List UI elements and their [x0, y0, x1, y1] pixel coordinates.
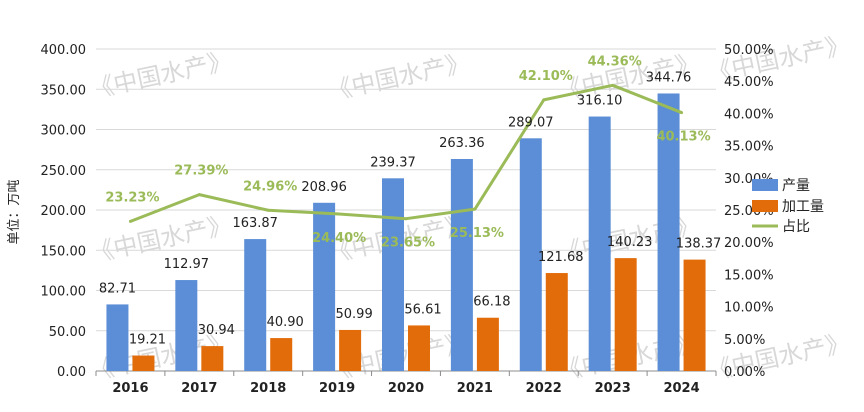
share-point — [197, 193, 201, 197]
bar-processing-2021 — [476, 317, 499, 371]
data-label-output: 163.87 — [232, 216, 278, 231]
y-tick-label: 200.00 — [41, 204, 87, 219]
share-point — [542, 98, 546, 102]
grid-layer — [96, 48, 716, 372]
x-tick-label: 2016 — [112, 381, 148, 396]
y2-tick-label: 50.00% — [724, 43, 774, 58]
bar-processing-2018 — [270, 338, 293, 371]
legend-swatch-output — [752, 179, 778, 191]
y-tick-label: 300.00 — [41, 124, 87, 139]
data-label-output: 263.36 — [439, 136, 485, 151]
y-tick-label: 400.00 — [41, 43, 87, 58]
data-label-share: 40.13% — [656, 130, 710, 145]
data-label-processing: 140.23 — [607, 235, 653, 250]
data-label-processing: 121.68 — [538, 250, 584, 265]
y-tick-label: 50.00 — [49, 325, 86, 340]
x-tick-label: 2018 — [250, 381, 286, 396]
bar-processing-2023 — [614, 258, 637, 371]
legend-swatch-processing — [752, 200, 778, 212]
data-label-share: 27.39% — [174, 164, 228, 179]
bar-output-2017 — [175, 280, 198, 371]
share-point — [611, 83, 615, 87]
y2-tick-label: 10.00% — [724, 301, 774, 316]
data-label-share: 24.40% — [312, 231, 366, 246]
bar-output-2024 — [657, 93, 680, 371]
watermark-text: 《中国水产》 — [87, 211, 234, 268]
data-label-output: 344.76 — [646, 70, 692, 85]
share-point — [335, 212, 339, 216]
share-point — [680, 111, 684, 115]
data-label-processing: 56.61 — [404, 302, 441, 317]
watermark-text: 《中国水产》 — [325, 49, 472, 106]
bar-processing-2017 — [201, 346, 224, 371]
x-tick-label: 2024 — [663, 381, 699, 396]
y-tick-label: 150.00 — [41, 244, 87, 259]
data-label-processing: 66.18 — [473, 295, 510, 310]
data-label-share: 23.65% — [381, 236, 435, 251]
x-tick-label: 2020 — [388, 381, 424, 396]
y2-tick-label: 0.00% — [724, 365, 765, 380]
data-label-share: 25.13% — [450, 226, 504, 241]
data-label-output: 289.07 — [508, 115, 554, 130]
y2-tick-label: 40.00% — [724, 107, 774, 122]
share-point — [404, 217, 408, 221]
y2-tick-label: 20.00% — [724, 236, 774, 251]
data-label-share: 23.23% — [105, 190, 159, 205]
bar-layer — [106, 93, 706, 372]
y-tick-label: 0.00 — [57, 365, 86, 380]
data-label-processing: 138.37 — [676, 237, 722, 252]
bar-output-2023 — [588, 116, 611, 372]
legend-label-output: 产量 — [782, 178, 810, 194]
data-label-processing: 50.99 — [336, 307, 373, 322]
label-layer: 82.71 19.21 112.97 30.94 163.87 40.90 208.96 50… — [99, 54, 721, 347]
line-layer — [128, 83, 684, 223]
data-label-output: 112.97 — [164, 257, 210, 272]
legend-label-processing: 加工量 — [782, 199, 824, 215]
y-axis-label: 单位：万吨 — [7, 179, 22, 244]
axis-layer: 0.00 50.00 100.00 150.00 200.00 250.00 300.00 3… — [41, 43, 774, 396]
bar-processing-2020 — [408, 325, 430, 371]
share-point — [128, 219, 132, 223]
x-tick-label: 2019 — [319, 381, 355, 396]
share-point — [266, 208, 270, 212]
y-tick-label: 350.00 — [41, 83, 87, 98]
bar-output-2019 — [313, 202, 336, 371]
x-tick-label: 2023 — [595, 381, 631, 396]
bar-output-2016 — [106, 304, 129, 371]
bar-processing-2016 — [132, 355, 155, 371]
y2-tick-label: 35.00% — [724, 140, 774, 155]
watermark-text: 《中国水产》 — [87, 47, 234, 104]
legend-label-share: 占比 — [782, 219, 810, 235]
x-tick-label: 2017 — [181, 381, 217, 396]
bar-processing-2022 — [545, 273, 568, 371]
x-tick-label: 2021 — [457, 381, 493, 396]
data-label-processing: 30.94 — [198, 323, 235, 338]
y2-tick-label: 15.00% — [724, 268, 774, 283]
data-label-processing: 19.21 — [129, 333, 166, 348]
bar-processing-2024 — [683, 259, 706, 371]
share-point — [473, 207, 477, 211]
data-label-output: 82.71 — [99, 281, 136, 296]
data-label-share: 24.96% — [243, 179, 297, 194]
y-tick-label: 250.00 — [41, 164, 87, 179]
y2-tick-label: 45.00% — [724, 75, 774, 90]
bar-output-2022 — [519, 138, 542, 371]
data-label-output: 208.96 — [301, 180, 347, 195]
data-label-output: 316.10 — [577, 94, 623, 109]
bar-output-2018 — [244, 239, 267, 371]
bar-output-2021 — [450, 158, 473, 371]
y-tick-label: 100.00 — [41, 285, 87, 300]
bar-output-2020 — [382, 178, 404, 371]
data-label-share: 42.10% — [519, 69, 573, 84]
x-tick-label: 2022 — [526, 381, 562, 396]
data-label-share: 44.36% — [588, 54, 642, 69]
bar-processing-2019 — [339, 329, 362, 371]
data-label-processing: 40.90 — [267, 315, 304, 330]
y2-tick-label: 5.00% — [724, 333, 765, 348]
data-label-output: 239.37 — [370, 155, 416, 170]
